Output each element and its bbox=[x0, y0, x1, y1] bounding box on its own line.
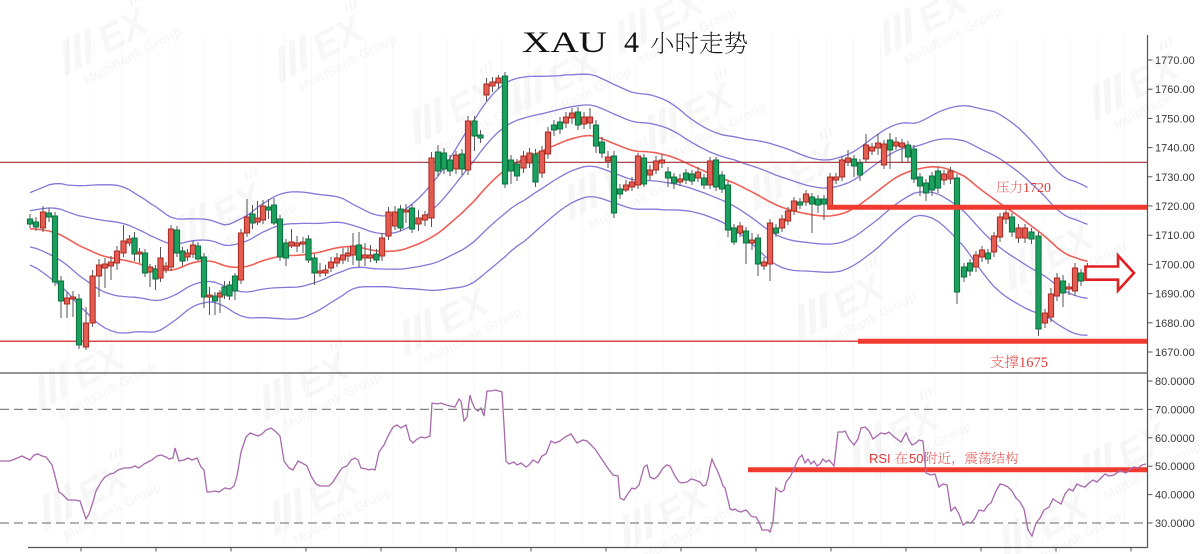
svg-text:1720.00: 1720.00 bbox=[1155, 201, 1195, 213]
svg-text:1740.00: 1740.00 bbox=[1155, 143, 1195, 155]
svg-text:1760.00: 1760.00 bbox=[1155, 84, 1195, 96]
svg-text:1730.00: 1730.00 bbox=[1155, 172, 1195, 184]
svg-text:60.0000: 60.0000 bbox=[1155, 433, 1195, 445]
svg-text:1690.00: 1690.00 bbox=[1155, 289, 1195, 301]
svg-text:80.0000: 80.0000 bbox=[1155, 376, 1195, 388]
svg-text:1680.00: 1680.00 bbox=[1155, 318, 1195, 330]
svg-text:70.0000: 70.0000 bbox=[1155, 404, 1195, 416]
svg-text:1720: 1720 bbox=[1023, 181, 1051, 196]
svg-text:50: 50 bbox=[909, 451, 923, 466]
svg-text:1670.00: 1670.00 bbox=[1155, 347, 1195, 359]
svg-text:1700.00: 1700.00 bbox=[1155, 259, 1195, 271]
svg-text:1750.00: 1750.00 bbox=[1155, 113, 1195, 125]
svg-text:XAU: XAU bbox=[522, 26, 607, 59]
svg-text:1675: 1675 bbox=[1019, 355, 1048, 371]
svg-text:40.0000: 40.0000 bbox=[1155, 490, 1195, 502]
svg-text:1770.00: 1770.00 bbox=[1155, 55, 1195, 67]
svg-text:4: 4 bbox=[624, 26, 639, 59]
svg-text:RSI: RSI bbox=[869, 451, 891, 466]
svg-text:1710.00: 1710.00 bbox=[1155, 230, 1195, 242]
svg-text:30.0000: 30.0000 bbox=[1155, 518, 1195, 530]
svg-text:50.0000: 50.0000 bbox=[1155, 461, 1195, 473]
